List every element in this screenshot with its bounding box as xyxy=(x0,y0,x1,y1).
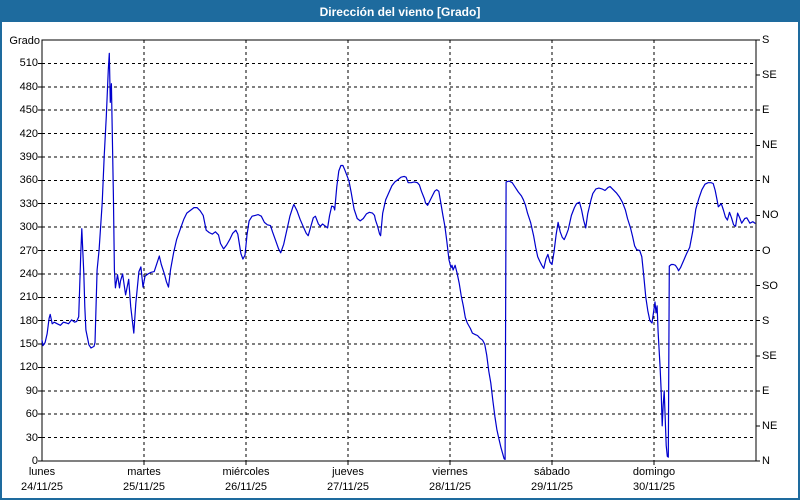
y-axis-tick-label: 480 xyxy=(19,80,38,93)
y-axis-tick-label: 240 xyxy=(19,267,38,280)
right-axis-compass-label: O xyxy=(762,244,771,257)
right-axis-compass-label: E xyxy=(762,384,770,397)
y-axis-tick-label: 420 xyxy=(19,127,38,140)
x-axis-day-label: miércoles xyxy=(222,466,270,478)
right-axis-compass-label: SE xyxy=(762,69,777,82)
right-axis-compass-label: NE xyxy=(762,419,778,432)
window-title: Dirección del viento [Grado] xyxy=(319,5,481,19)
x-axis-day-label: lunes xyxy=(28,466,56,478)
x-axis-date-label: 29/11/25 xyxy=(530,481,573,493)
x-axis-day-label: domingo xyxy=(632,466,676,478)
x-axis-date-label: 26/11/25 xyxy=(224,481,267,493)
chart-area: Grado 0 30 60 90 120 150 180 210 240 270 300 330 360… xyxy=(2,22,798,498)
right-axis-compass-label: NE xyxy=(762,139,778,152)
x-axis-day-label: martes xyxy=(127,466,161,478)
y-axis-tick-label: 270 xyxy=(19,244,38,257)
right-axis-compass-label: S xyxy=(762,314,770,327)
y-axis-tick-label: 300 xyxy=(19,221,38,234)
x-axis-day-label: jueves xyxy=(332,466,364,478)
y-axis-title: Grado xyxy=(9,35,40,47)
y-axis-tick-label: 120 xyxy=(19,361,38,374)
y-axis-tick-label: 360 xyxy=(19,174,38,187)
x-axis-day-label: sábado xyxy=(533,466,571,478)
right-axis-compass-label: S xyxy=(762,34,770,46)
y-axis-tick-label: 90 xyxy=(25,384,38,397)
chart-canvas xyxy=(38,39,760,465)
y-axis-tick-label: 510 xyxy=(19,57,38,70)
right-axis-compass-label: SO xyxy=(762,279,778,292)
right-axis-compass-label: N xyxy=(762,174,770,187)
x-axis-date-label: 30/11/25 xyxy=(632,481,675,493)
y-axis-tick-label: 450 xyxy=(19,104,38,117)
x-axis-date-label: 28/11/25 xyxy=(428,481,471,493)
y-axis-tick-label: 180 xyxy=(19,314,38,327)
x-axis-date-label: 25/11/25 xyxy=(122,481,165,493)
y-axis-tick-label: 330 xyxy=(19,197,38,210)
right-axis-compass-label: SE xyxy=(762,349,777,362)
y-axis-tick-label: 30 xyxy=(25,431,38,444)
y-axis-tick-label: 0 xyxy=(31,455,38,467)
x-axis-date-label: 27/11/25 xyxy=(326,481,369,493)
x-axis-date-label: 24/11/25 xyxy=(20,481,63,493)
right-axis-compass-label: N xyxy=(762,455,770,467)
y-axis-tick-label: 150 xyxy=(19,338,38,351)
right-axis-compass-label: E xyxy=(762,104,770,117)
y-axis-tick-label: 210 xyxy=(19,291,38,304)
x-axis-day-label: viernes xyxy=(432,466,468,478)
window-titlebar: Dirección del viento [Grado] xyxy=(2,2,798,22)
right-axis-compass-label: NO xyxy=(762,209,779,222)
y-axis-tick-label: 390 xyxy=(19,150,38,163)
y-axis-tick-label: 60 xyxy=(25,408,38,421)
